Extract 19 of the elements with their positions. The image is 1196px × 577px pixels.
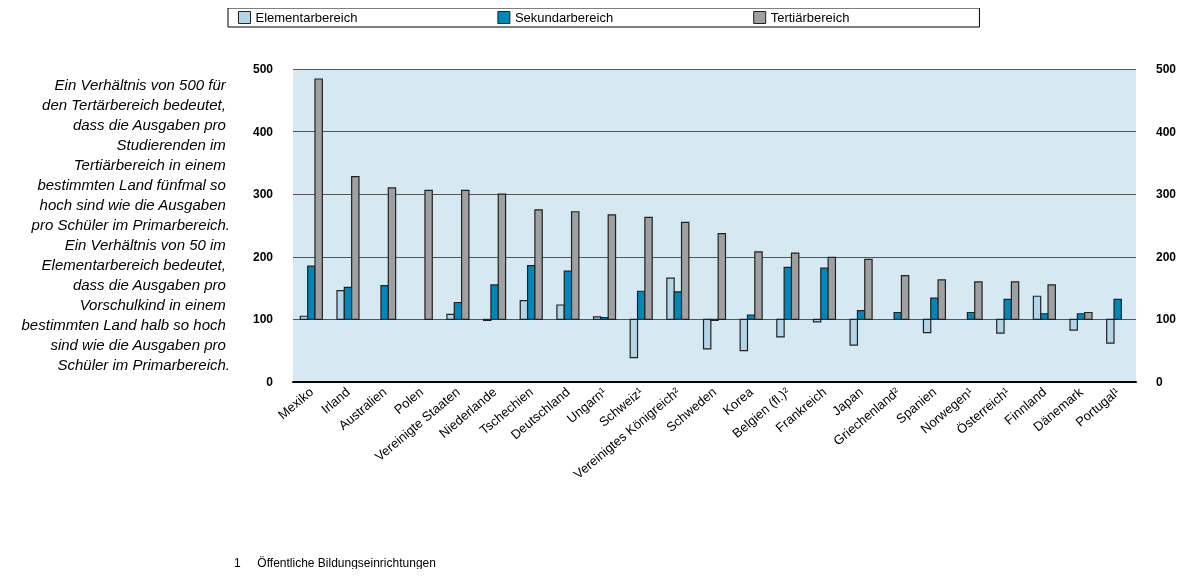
y-tick-label: 400 xyxy=(252,124,274,139)
text: Ein Verhältnis von 500 für den Tertärbereich bedeutet, dass die Ausgaben pro Studierenden im Tertiärbereich in einem bestimmten Land fünfmal so hoch sind wie die Ausgaben pro Schüler im Primarbereich. xyxy=(30,75,230,233)
y-tick-label: 100 xyxy=(252,312,274,327)
y2-tick-label: 300 xyxy=(1156,187,1177,202)
y-tick-label: 0 xyxy=(266,375,274,389)
y2-tick-label: 500 xyxy=(1156,62,1177,76)
y-tick-label: 200 xyxy=(252,249,274,264)
y2-tick-label: 200 xyxy=(1156,249,1177,264)
text: Ein Verhältnis von 50 im Elementarbereich bedeutet, dass die Ausgaben pro Vorschulkind in einem bestimmten Land halb so hoch sind wie die Ausgaben pro Schüler im Primarbereich. xyxy=(21,235,230,373)
bar xyxy=(424,189,433,320)
legend-label: Tertiärbereich xyxy=(770,10,850,25)
legend-label: Sekundarbereich xyxy=(514,10,614,25)
y2-tick-label: 400 xyxy=(1156,124,1177,139)
text: 1 Öffentliche Bildungseinrichtungen xyxy=(234,556,436,570)
y2-tick-label: 100 xyxy=(1156,312,1177,327)
y-tick-label: 500 xyxy=(252,62,274,76)
y-tick-label: 300 xyxy=(252,187,274,202)
legend-label: Elementarbereich xyxy=(255,10,358,25)
y2-tick-label: 0 xyxy=(1156,375,1163,389)
